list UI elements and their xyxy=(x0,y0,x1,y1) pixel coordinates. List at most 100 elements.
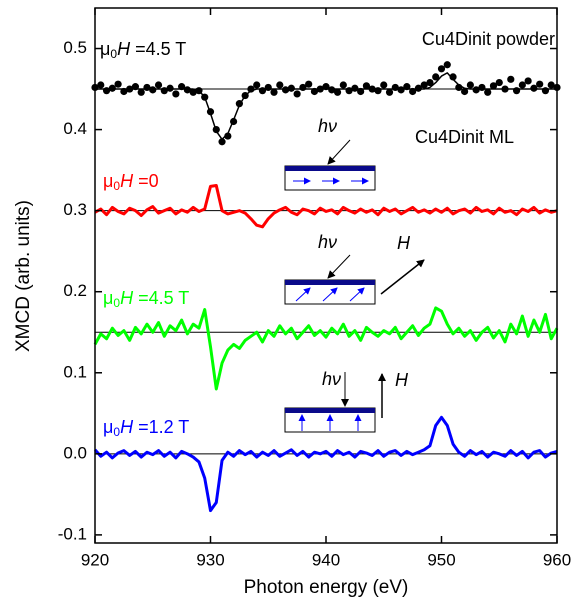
annotation: hν xyxy=(322,369,341,389)
label-part: H xyxy=(120,417,134,437)
plot-area xyxy=(91,61,561,513)
data-point xyxy=(449,73,457,81)
x-tick-label: 920 xyxy=(81,550,109,569)
x-tick-label: 950 xyxy=(427,550,455,569)
label-part: =0 xyxy=(133,171,159,191)
data-point xyxy=(328,86,336,94)
data-point xyxy=(362,82,371,90)
data-point xyxy=(536,80,544,88)
x-tick-label: 960 xyxy=(543,550,571,569)
data-point xyxy=(524,77,532,85)
data-point xyxy=(478,83,486,92)
data-point xyxy=(385,88,394,96)
y-tick-label: 0.0 xyxy=(63,443,87,462)
data-point xyxy=(426,78,434,87)
annotation: hν xyxy=(318,116,337,136)
data-point xyxy=(166,84,174,92)
data-point xyxy=(189,88,197,96)
data-point xyxy=(541,87,550,95)
y-tick-label: 0.1 xyxy=(63,362,87,381)
label-part: H xyxy=(120,171,134,191)
label-part: 0 xyxy=(113,179,120,193)
data-point xyxy=(287,84,295,92)
label-part: 0 xyxy=(113,296,120,310)
data-point xyxy=(351,84,359,92)
data-point xyxy=(305,80,313,88)
data-point xyxy=(253,81,261,89)
y-tick-label: -0.1 xyxy=(58,524,87,543)
y-tick-label: 0.4 xyxy=(63,119,87,138)
series-label: μ0H =1.2 T xyxy=(103,417,189,439)
data-point xyxy=(414,84,422,92)
series-label: μ0H =4.5 T xyxy=(100,39,186,61)
series-line xyxy=(93,306,559,391)
data-point xyxy=(466,81,474,89)
series-label: μ0H =0 xyxy=(103,171,159,193)
data-point xyxy=(512,87,521,95)
x-tick-label: 940 xyxy=(312,550,340,569)
data-point xyxy=(437,65,446,73)
x-axis-title: Photon energy (eV) xyxy=(244,577,409,598)
label-part: H xyxy=(117,39,131,59)
data-point xyxy=(333,88,342,96)
data-point xyxy=(380,81,388,89)
label-part: H xyxy=(120,288,134,308)
data-point xyxy=(108,84,116,92)
data-point xyxy=(443,61,451,69)
annotation: Cu4Dinit ML xyxy=(415,127,514,147)
y-tick-label: 0.2 xyxy=(63,281,87,300)
data-point xyxy=(276,81,284,89)
data-point xyxy=(518,81,526,89)
data-point xyxy=(461,87,469,96)
y-axis-title: XMCD (arb. units) xyxy=(13,200,34,352)
data-point xyxy=(137,88,145,96)
y-tick-label: 0.5 xyxy=(63,38,87,57)
data-point xyxy=(183,86,191,94)
data-point xyxy=(547,81,555,89)
data-point xyxy=(397,86,405,94)
label-part: 0 xyxy=(113,425,120,439)
data-point xyxy=(420,81,428,89)
series-line xyxy=(93,415,558,513)
data-point xyxy=(114,80,122,88)
data-point xyxy=(218,138,226,146)
label-part: =4.5 T xyxy=(133,288,189,308)
annotation: Cu4Dinit powder xyxy=(422,29,555,49)
label-part: μ xyxy=(103,288,113,308)
data-point xyxy=(495,78,503,87)
data-point xyxy=(530,84,538,92)
data-point xyxy=(472,86,480,94)
data-point xyxy=(293,90,301,98)
label-part: =4.5 T xyxy=(130,39,186,59)
annotation: hν xyxy=(318,232,337,252)
data-point xyxy=(489,82,498,90)
data-point xyxy=(374,87,382,95)
data-point xyxy=(154,81,163,89)
series-line xyxy=(94,184,558,229)
data-point xyxy=(339,81,347,89)
data-point xyxy=(484,88,492,96)
data-point xyxy=(281,86,290,94)
data-point xyxy=(224,132,232,140)
inset-diagram xyxy=(284,372,386,433)
data-point xyxy=(149,86,157,94)
inset-diagram xyxy=(284,139,376,191)
data-point xyxy=(264,83,272,92)
label-part: 0 xyxy=(110,47,117,61)
label-part: μ xyxy=(100,39,110,59)
series-line xyxy=(95,72,557,141)
data-point xyxy=(172,90,180,98)
data-point xyxy=(507,75,515,83)
annotation: H xyxy=(397,233,411,253)
data-point xyxy=(97,81,105,89)
label-part: μ xyxy=(103,171,113,191)
label-part: =1.2 T xyxy=(133,417,189,437)
series-label: μ0H =4.5 T xyxy=(103,288,189,310)
x-tick-label: 930 xyxy=(196,550,224,569)
y-tick-label: 0.3 xyxy=(63,200,87,219)
data-point xyxy=(432,73,440,81)
annotation: H xyxy=(395,370,409,390)
inset-diagram xyxy=(284,254,425,305)
label-part: μ xyxy=(103,417,113,437)
